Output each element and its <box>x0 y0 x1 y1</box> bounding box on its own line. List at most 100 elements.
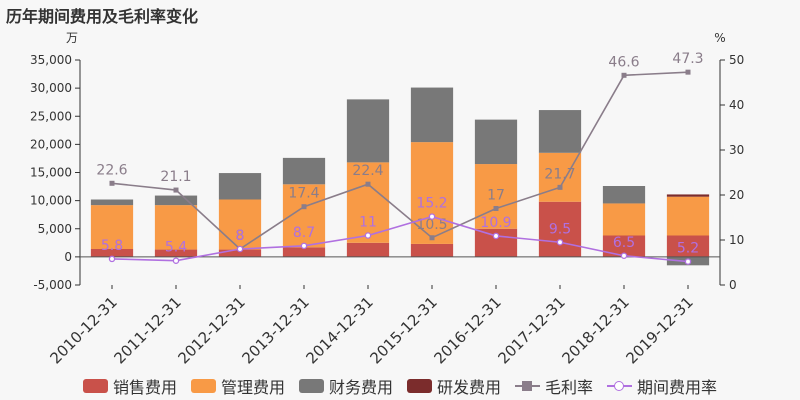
legend-item-rnd[interactable]: 研发费用 <box>407 374 501 398</box>
bar-segment-3-2018-12-31 <box>602 186 646 204</box>
point-marker-2 <box>620 252 628 259</box>
legend-label-admin: 管理费用 <box>220 378 285 397</box>
bar-segment-1-2013-12-31 <box>282 247 326 257</box>
bar-segment-1-2014-12-31 <box>346 242 390 257</box>
data-label-2: 5.8 <box>101 238 123 254</box>
bar-segment-3-2012-12-31 <box>218 173 262 200</box>
left-tick-label: 10,000 <box>30 194 72 208</box>
bar-segment-1-2015-12-31 <box>410 243 454 257</box>
bar-segment-2-2011-12-31 <box>154 205 198 250</box>
bar-segment-1-2010-12-31 <box>90 249 134 257</box>
bar-segment-1-2018-12-31 <box>602 235 646 257</box>
bar-segment-1-2011-12-31 <box>154 249 198 257</box>
point-marker-1 <box>173 187 179 193</box>
data-label-2: 8 <box>236 228 245 244</box>
point-marker-2 <box>236 245 244 253</box>
left-tick-label: 0 <box>64 250 72 264</box>
x-tick-label: 2018-12-31 <box>558 293 632 367</box>
point-marker-1 <box>621 72 627 78</box>
data-label-2: 6.5 <box>613 235 635 251</box>
legend-swatch-sales <box>82 379 108 393</box>
point-marker-2 <box>428 213 436 220</box>
x-tick-label: 2017-12-31 <box>494 293 568 367</box>
bar-segment-3-2010-12-31 <box>90 199 134 206</box>
left-tick-label: 30,000 <box>30 81 72 95</box>
bar-segment-1-2019-12-31 <box>666 235 710 257</box>
data-label-2: 11 <box>359 215 377 231</box>
point-marker-2 <box>300 242 308 250</box>
x-tick-label: 2013-12-31 <box>238 293 312 367</box>
legend-item-sales[interactable]: 销售费用 <box>82 374 177 398</box>
point-marker-2 <box>172 257 180 264</box>
data-label-2: 9.5 <box>549 221 571 237</box>
right-tick-label: 30 <box>729 143 744 157</box>
x-tick-label: 2012-12-31 <box>174 293 248 367</box>
bar-segment-3-2014-12-31 <box>346 99 390 163</box>
data-label-1: 22.6 <box>96 162 127 178</box>
legend-swatch-admin <box>190 379 216 393</box>
data-label-1: 47.3 <box>672 51 703 67</box>
bar-segment-3-2016-12-31 <box>474 119 518 165</box>
data-label-2: 10.9 <box>480 215 511 231</box>
x-tick-label: 2014-12-31 <box>302 293 376 367</box>
point-marker-1 <box>493 206 499 211</box>
left-tick-label: -5,000 <box>33 278 72 292</box>
x-tick-label: 2011-12-31 <box>110 293 184 367</box>
legend-swatch-finance <box>298 379 324 393</box>
left-tick-label: 20,000 <box>30 137 72 151</box>
x-tick-label: 2015-12-31 <box>366 293 440 367</box>
bar-segment-2-2017-12-31 <box>538 152 582 202</box>
left-tick-label: 35,000 <box>30 53 72 67</box>
left-tick-label: 25,000 <box>30 109 72 123</box>
legend-label-rnd: 研发费用 <box>437 378 502 397</box>
line-series-2 <box>111 215 689 263</box>
bar-segment-2-2018-12-31 <box>602 203 646 236</box>
data-label-1: 21.1 <box>160 169 191 185</box>
legend-item-expense-ratio[interactable]: 期间费用率 <box>607 374 717 398</box>
x-tick-label: 2010-12-31 <box>46 293 120 367</box>
data-label-2: 8.7 <box>293 225 315 241</box>
data-label-1: 17 <box>487 188 505 204</box>
point-marker-1 <box>109 180 115 186</box>
point-marker-1 <box>365 181 371 187</box>
right-tick-label: 40 <box>729 98 744 112</box>
point-marker-1 <box>685 69 691 75</box>
legend-item-finance[interactable]: 财务费用 <box>298 374 393 398</box>
bar-segment-3-2017-12-31 <box>538 110 582 153</box>
point-marker-2 <box>364 232 372 239</box>
legend-label-finance: 财务费用 <box>328 378 393 397</box>
left-tick-label: 5,000 <box>38 222 72 236</box>
line-series-1 <box>111 71 689 251</box>
chart-title: 历年期间费用及毛利率变化 <box>6 7 199 26</box>
legend-swatch-expense-ratio <box>607 379 633 393</box>
legend-item-gross-margin[interactable]: 毛利率 <box>515 374 593 398</box>
data-label-1: 46.6 <box>608 54 639 70</box>
bar-segment-4-2019-12-31 <box>666 194 710 197</box>
bar-segment-1-2012-12-31 <box>218 249 262 257</box>
bar-segment-2-2016-12-31 <box>474 164 518 229</box>
point-marker-2 <box>108 255 116 263</box>
point-marker-2 <box>684 258 692 265</box>
point-marker-2 <box>556 238 564 246</box>
legend-item-admin[interactable]: 管理费用 <box>190 374 285 398</box>
right-tick-label: 50 <box>729 53 744 67</box>
data-label-1: 21.7 <box>544 166 575 182</box>
bar-segment-3-2011-12-31 <box>154 195 198 206</box>
combo-chart: 万 % -5,000 0 5,000 10,000 15,000 20,000 25,000 30… <box>30 31 744 367</box>
data-label-2: 5.4 <box>165 240 187 256</box>
data-label-2: 15.2 <box>416 196 447 212</box>
x-tick-label: 2019-12-31 <box>622 293 696 367</box>
legend-label-sales: 销售费用 <box>112 378 177 397</box>
bar-segment-2-2019-12-31 <box>666 196 710 236</box>
right-tick-label: 10 <box>729 233 744 247</box>
bar-segment-3-2015-12-31 <box>410 87 454 143</box>
right-axis-unit: % <box>714 31 725 45</box>
data-label-1: 10.5 <box>416 217 447 233</box>
right-tick-label: 0 <box>729 278 737 292</box>
bar-segment-2-2010-12-31 <box>90 205 134 249</box>
legend-label-expense-ratio: 期间费用率 <box>637 378 718 397</box>
bar-segment-2-2012-12-31 <box>218 199 262 250</box>
point-marker-1 <box>301 204 307 210</box>
right-tick-label: 20 <box>729 188 744 202</box>
point-marker-2 <box>492 232 500 240</box>
